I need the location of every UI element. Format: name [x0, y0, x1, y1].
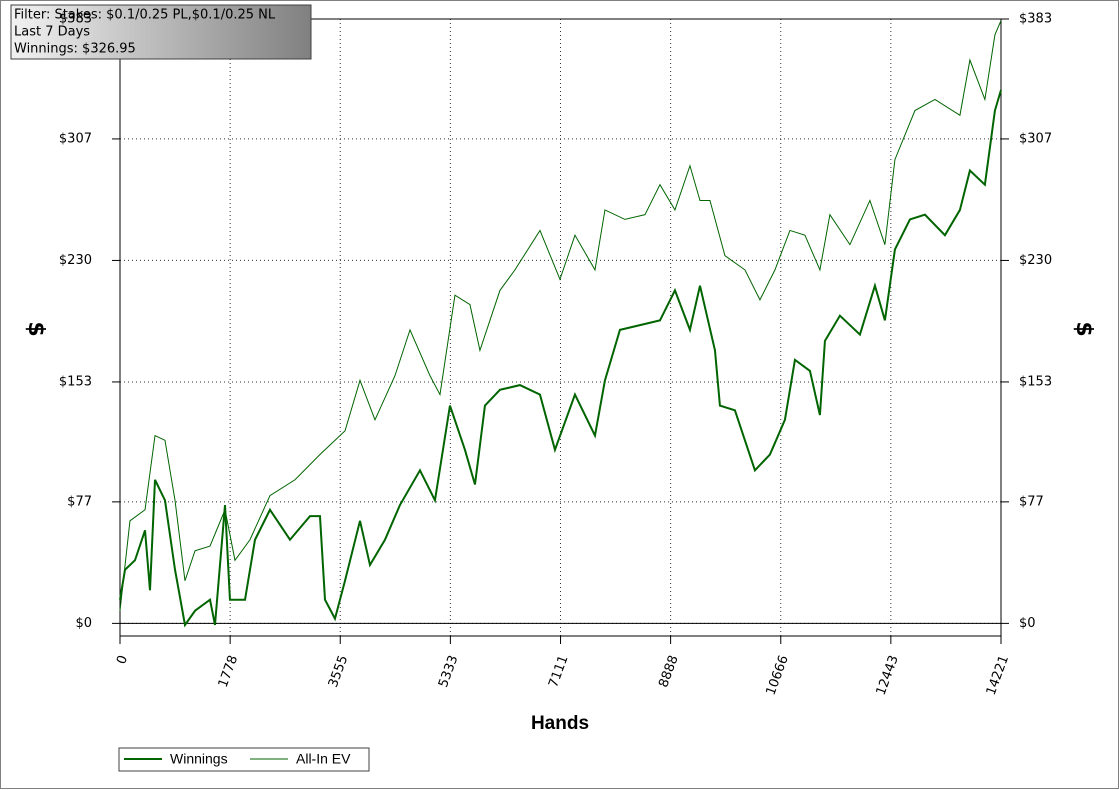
- legend-label: Winnings: [170, 751, 228, 767]
- y2-tick-label: $0: [1019, 616, 1036, 631]
- legend-label: All-In EV: [296, 751, 351, 767]
- series-line: [119, 20, 1002, 611]
- filter-text: Filter: Stakes: $0.1/0.25 PL,$0.1/0.25 N…: [14, 8, 276, 23]
- filter-text: Winnings: $326.95: [14, 42, 136, 57]
- y-tick-label: $153: [59, 374, 92, 389]
- y-tick-label: $0: [75, 616, 92, 631]
- legend: [118, 747, 370, 772]
- y2-tick-label: $153: [1019, 374, 1052, 389]
- y2-tick-label: $230: [1019, 253, 1052, 268]
- series-line: [119, 89, 1002, 628]
- y-axis-label: $: [23, 321, 48, 336]
- y-tick-label: $230: [59, 253, 92, 268]
- y-tick-label: $307: [59, 131, 92, 146]
- y2-tick-label: $77: [1019, 494, 1044, 509]
- y-tick-label: $383: [59, 12, 92, 27]
- y-tick-label: $77: [67, 494, 92, 509]
- filter-text: Last 7 Days: [14, 25, 90, 40]
- x-axis-label: Hands: [531, 713, 589, 734]
- y2-tick-label: $307: [1019, 131, 1052, 146]
- y2-tick-label: $383: [1019, 12, 1052, 27]
- filter-box: [10, 4, 312, 60]
- y2-axis-label: $: [1071, 321, 1096, 336]
